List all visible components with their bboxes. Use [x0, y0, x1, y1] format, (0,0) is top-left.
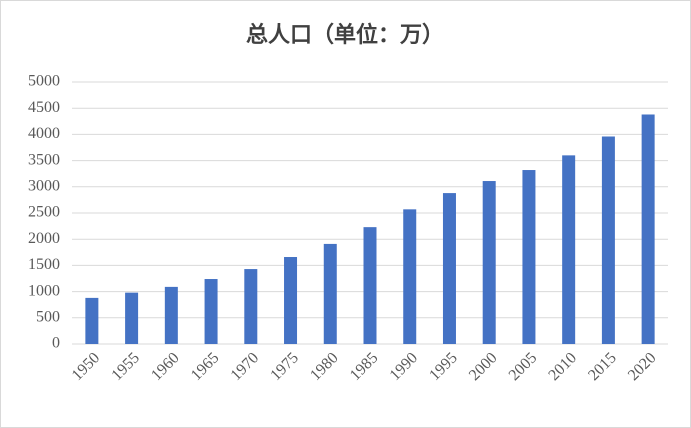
bar [323, 243, 337, 344]
bar [641, 114, 655, 344]
y-tick-label: 2500 [28, 204, 60, 221]
y-tick-label: 4000 [28, 125, 60, 142]
bar [601, 136, 615, 344]
y-tick-label: 3500 [28, 151, 60, 168]
bar [164, 286, 178, 344]
y-tick-label: 5000 [28, 73, 60, 90]
y-tick-label: 1000 [28, 282, 60, 299]
bar [284, 257, 298, 344]
y-tick-label: 2000 [28, 230, 60, 247]
bar [442, 193, 456, 344]
bar [482, 181, 496, 344]
bar [522, 170, 536, 344]
y-tick-label: 4500 [28, 99, 60, 116]
y-tick-label: 500 [36, 308, 60, 325]
bar [85, 297, 99, 344]
chart-title: 总人口（单位：万） [246, 22, 444, 48]
y-tick-label: 3000 [28, 177, 60, 194]
y-tick-label: 0 [52, 335, 60, 352]
bar [403, 209, 417, 344]
bar [363, 227, 377, 344]
bar [125, 292, 139, 344]
bar [562, 155, 576, 344]
y-tick-label: 1500 [28, 256, 60, 273]
bar [244, 269, 258, 344]
bar [204, 279, 218, 344]
